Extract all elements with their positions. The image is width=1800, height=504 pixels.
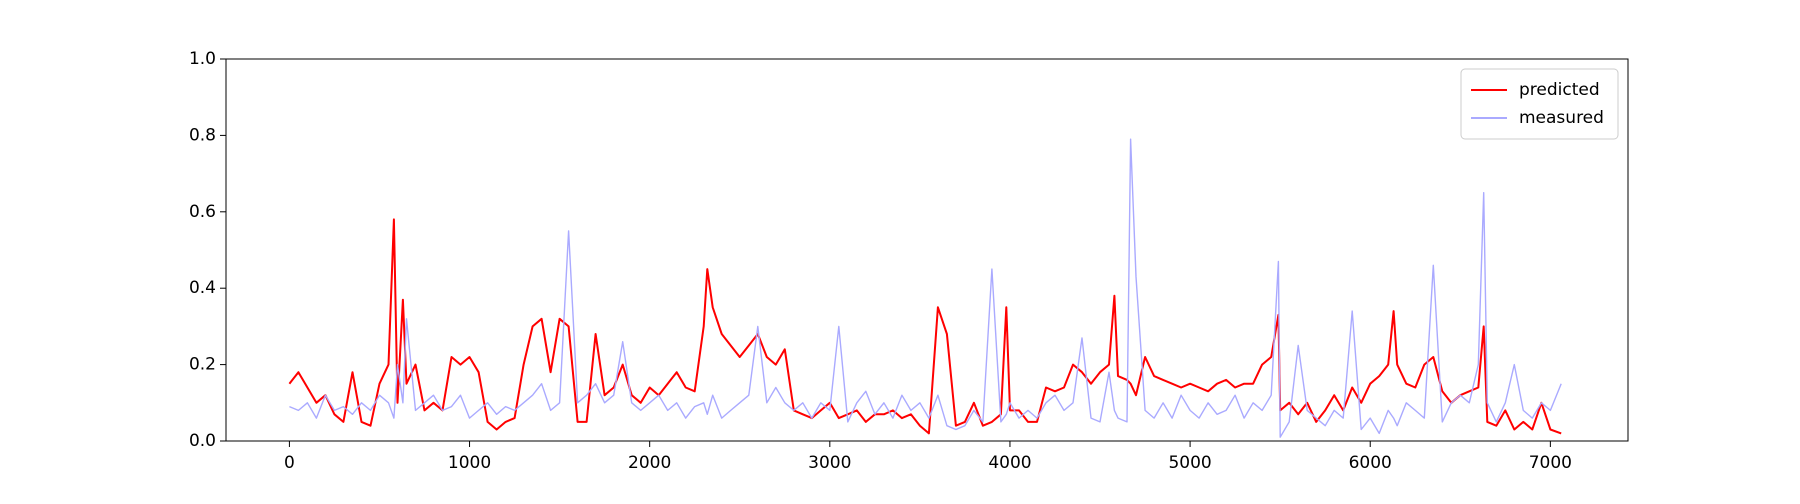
y-tick-label: 0.2: [189, 355, 216, 375]
x-tick-label: 2000: [628, 453, 671, 473]
y-tick-label: 0.6: [189, 202, 216, 222]
x-tick-label: 3000: [808, 453, 851, 473]
x-tick-label: 7000: [1529, 453, 1572, 473]
y-tick-label: 0.4: [189, 278, 216, 298]
x-tick-label: 6000: [1349, 453, 1392, 473]
y-tick-label: 1.0: [189, 49, 216, 69]
x-tick-label: 4000: [988, 453, 1031, 473]
x-tick-label: 1000: [448, 453, 491, 473]
axes-frame: [225, 58, 1629, 442]
legend-label: measured: [1519, 108, 1604, 128]
x-tick-label: 0: [284, 453, 295, 473]
y-tick-label: 0.0: [189, 431, 216, 451]
legend-box: [1460, 68, 1619, 140]
x-tick-label: 5000: [1168, 453, 1211, 473]
y-tick-label: 0.8: [189, 125, 216, 145]
series-line: [289, 138, 1562, 438]
series-line: [288, 218, 1562, 435]
legend-label: predicted: [1519, 80, 1600, 100]
